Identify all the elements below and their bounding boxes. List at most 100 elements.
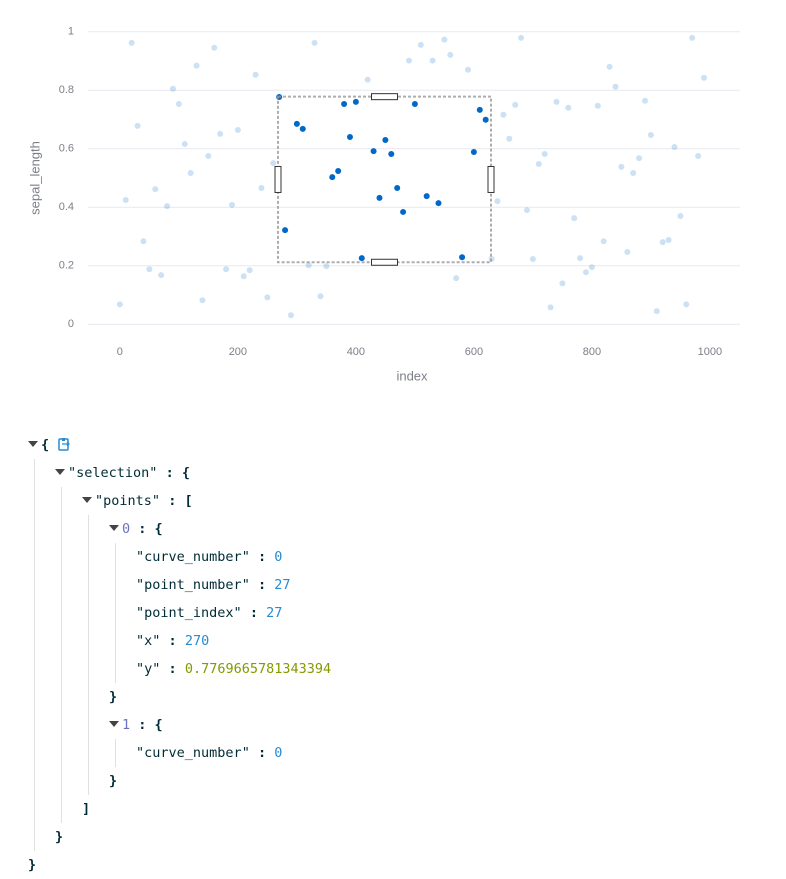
point [370, 148, 377, 155]
json-children: curve_number : 0 [115, 739, 331, 767]
point [447, 51, 454, 58]
bracket: [ [184, 493, 193, 509]
point [636, 155, 643, 162]
collapse-toggle[interactable] [109, 525, 119, 531]
point [470, 148, 477, 155]
json-row: point_number : 27 [136, 571, 331, 599]
point [411, 100, 418, 107]
point [299, 125, 306, 132]
point [594, 102, 601, 109]
point [701, 74, 708, 81]
json-value: 0.7769665781343394 [184, 661, 332, 677]
json-row: } [109, 683, 331, 711]
point [606, 63, 613, 70]
point [282, 227, 289, 234]
colon: : [130, 521, 155, 537]
point [677, 213, 684, 220]
colon: : [157, 465, 182, 481]
point [624, 249, 631, 256]
point [352, 98, 359, 105]
point [217, 130, 224, 137]
json-row: 1 : { [109, 711, 331, 739]
json-row: y : 0.7769665781343394 [136, 655, 331, 683]
collapse-toggle[interactable] [28, 441, 38, 447]
point [122, 196, 129, 203]
json-row: } [28, 851, 331, 879]
page: index sepal_length 0 0.2 0.4 0.6 0.8 1 0 200 400… [27, 25, 740, 873]
point [246, 267, 253, 274]
json-key: curve_number [136, 745, 250, 761]
bracket: } [55, 829, 64, 845]
colon: : [160, 661, 185, 677]
copy-icon[interactable] [57, 437, 71, 451]
colon: : [160, 493, 185, 509]
point [441, 36, 448, 43]
x-axis-title: index [396, 368, 428, 383]
point [335, 167, 342, 174]
point [346, 134, 353, 141]
point [541, 151, 548, 158]
point [523, 207, 530, 214]
json-row: selection : { [55, 459, 331, 487]
index-key: 0 [122, 521, 131, 537]
json-key: selection [68, 465, 157, 481]
point [400, 208, 407, 215]
json-value: 270 [184, 633, 210, 649]
json-value: 27 [266, 605, 283, 621]
point [193, 62, 200, 69]
json-row: } [55, 823, 331, 851]
colon: : [130, 717, 155, 733]
json-children: 0 : {curve_number : 0point_number : 27po… [88, 515, 331, 795]
selection-handle [274, 165, 282, 193]
point [417, 41, 424, 48]
y-tick-label: 0.8 [59, 84, 74, 96]
point [653, 308, 660, 315]
collapse-toggle[interactable] [109, 721, 119, 727]
point [287, 312, 294, 319]
point [630, 170, 637, 177]
y-tick-label: 0 [68, 318, 74, 330]
colon: : [249, 745, 275, 761]
json-key: y [136, 661, 160, 677]
point [388, 151, 395, 158]
json-row: } [109, 767, 331, 795]
point [311, 39, 318, 46]
point [211, 44, 218, 51]
point [341, 100, 348, 107]
colon: : [241, 605, 267, 621]
point [364, 76, 371, 83]
colon: : [249, 577, 275, 593]
point [199, 297, 206, 304]
point [234, 127, 241, 134]
point [305, 262, 312, 269]
json-row: { [28, 431, 331, 459]
point [618, 163, 625, 170]
point [506, 135, 513, 142]
json-children: curve_number : 0point_number : 27point_i… [115, 543, 331, 683]
x-tick-label: 1000 [698, 346, 722, 358]
point [240, 273, 247, 280]
point [152, 186, 159, 193]
point [665, 237, 672, 244]
collapse-toggle[interactable] [82, 497, 92, 503]
collapse-toggle[interactable] [55, 469, 65, 475]
point [459, 254, 466, 261]
point [494, 198, 501, 205]
point [116, 301, 123, 308]
json-row: x : 270 [136, 627, 331, 655]
point [169, 85, 176, 92]
point [671, 143, 678, 150]
point [264, 294, 271, 301]
y-tick-label: 0.2 [59, 260, 74, 272]
point [146, 266, 153, 273]
json-row: points : [ [82, 487, 331, 515]
point [683, 301, 690, 308]
point [205, 153, 212, 160]
bracket: } [28, 857, 37, 873]
selection-box [276, 95, 493, 264]
point [175, 100, 182, 107]
point [158, 272, 165, 279]
json-row: curve_number : 0 [136, 739, 331, 767]
point [258, 184, 265, 191]
colon: : [160, 633, 185, 649]
